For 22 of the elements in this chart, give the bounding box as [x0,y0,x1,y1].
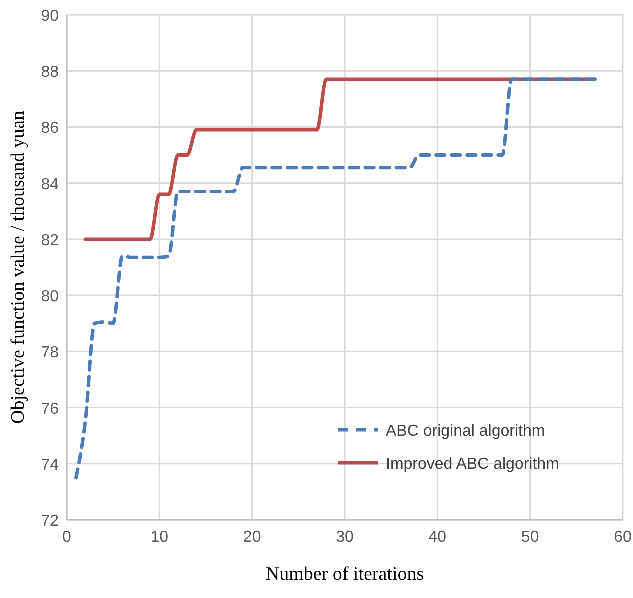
x-tick-label: 20 [243,529,262,546]
x-axis-title: Number of iterations [266,564,424,585]
legend-label: ABC original algorithm [386,423,546,440]
x-tick-label: 50 [521,529,540,546]
x-tick-label: 0 [62,529,72,546]
line-series [74,78,597,480]
y-tick-label: 84 [41,176,60,194]
x-tick-label: 30 [336,529,354,546]
y-tick-label: 86 [41,120,60,138]
x-tick-label: 60 [614,529,632,546]
y-tick-label: 74 [41,456,60,474]
y-tick-label: 76 [41,400,60,418]
x-tick-label: 10 [150,529,169,546]
y-tick-label: 88 [41,64,60,82]
x-tick-label: 40 [428,529,447,546]
y-tick-label: 90 [41,8,60,25]
y-axis-title: Objective function value / thousand yuan [8,110,29,424]
y-tick-label: 78 [41,344,60,362]
y-tick-label: 72 [41,513,60,530]
legend-label: Improved ABC algorithm [386,456,560,473]
y-tick-label: 80 [41,288,60,306]
y-tick-label: 82 [41,232,60,250]
